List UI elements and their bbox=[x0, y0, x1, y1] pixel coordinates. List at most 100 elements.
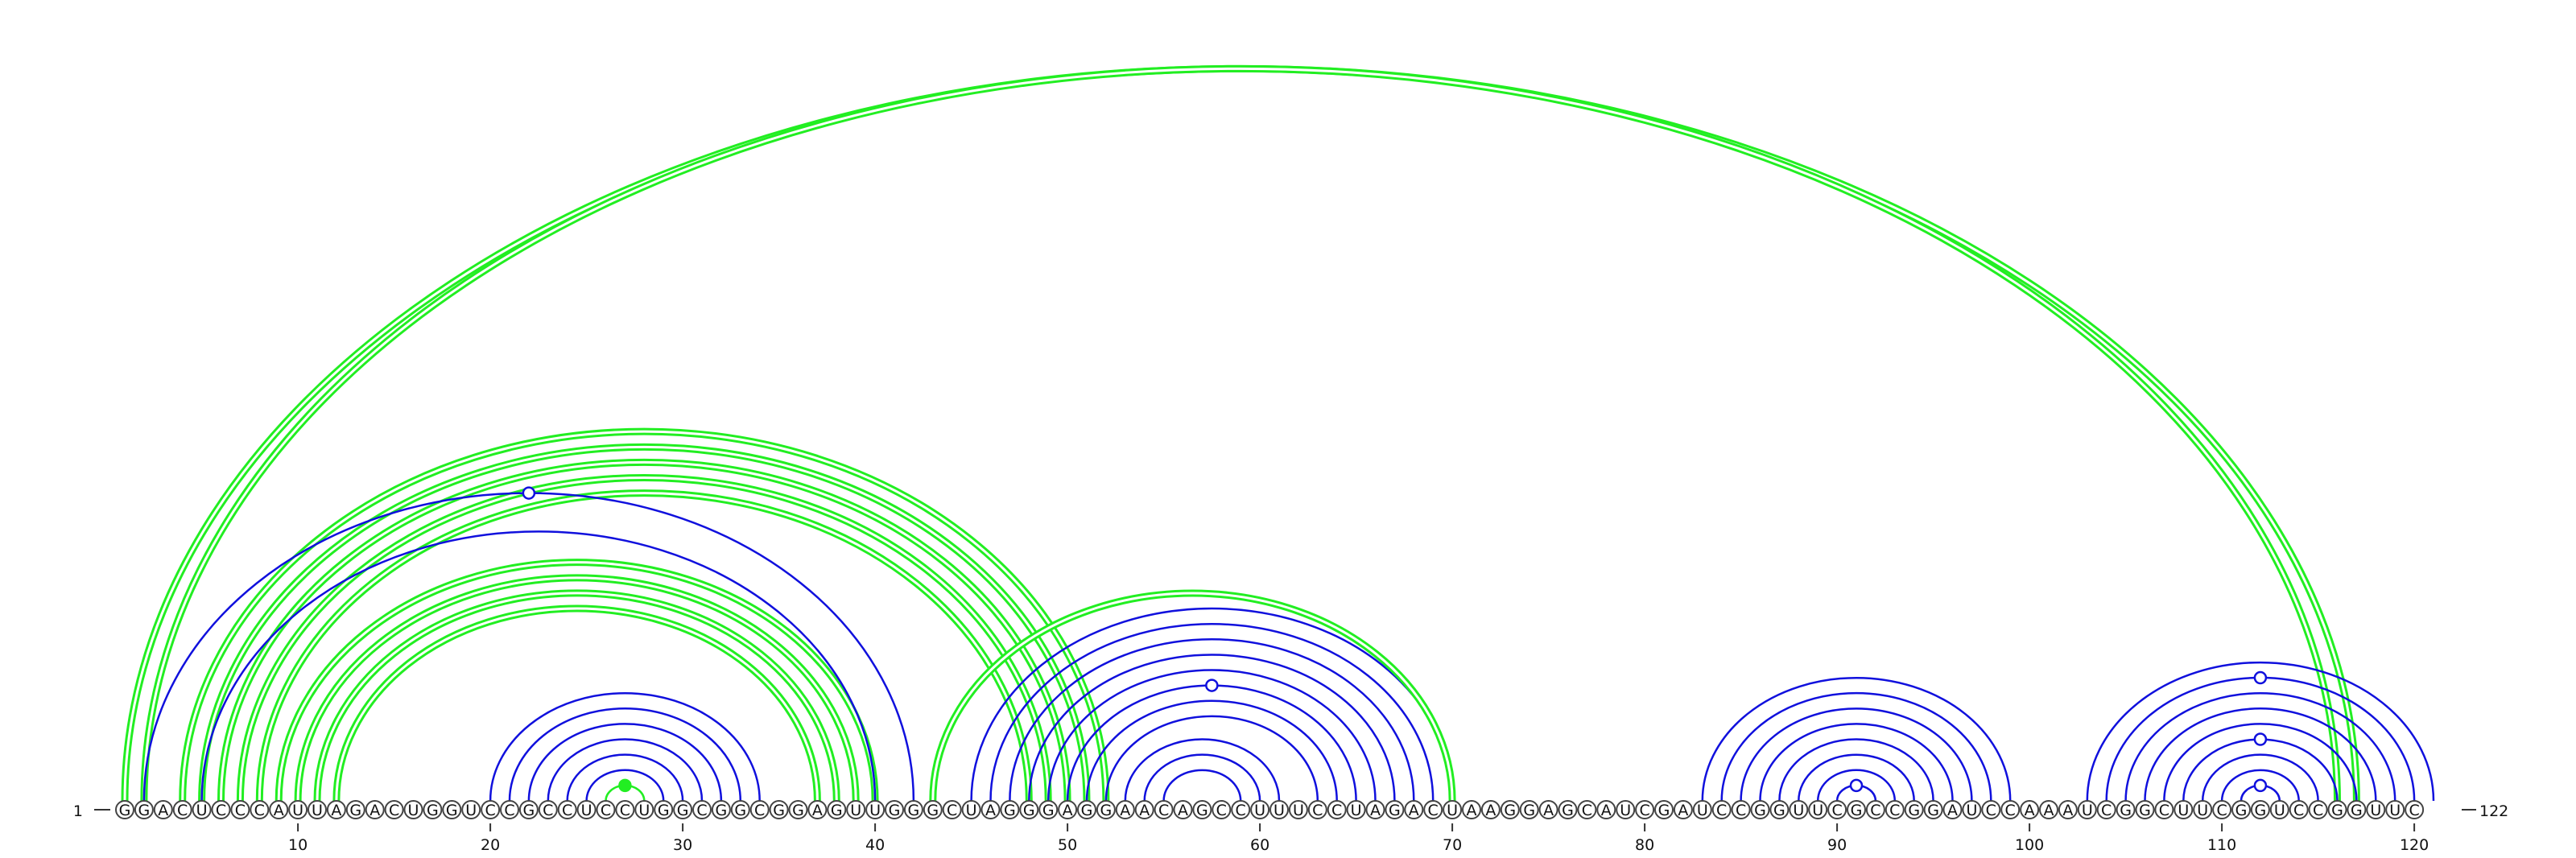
nucleotide: C bbox=[1981, 800, 2001, 819]
nucleotide-letter: U bbox=[1447, 802, 1458, 819]
nucleotide-circle bbox=[692, 800, 712, 819]
nucleotide-circle bbox=[1769, 800, 1790, 819]
nucleotide-letter: C bbox=[562, 802, 572, 819]
nucleotide: G bbox=[711, 800, 731, 819]
tick-label: 40 bbox=[865, 836, 885, 854]
nucleotide-circle bbox=[1134, 800, 1154, 819]
nucleotide-letter: A bbox=[1543, 802, 1554, 819]
nucleotide-letter: C bbox=[1986, 802, 1996, 819]
nucleotide-letter: A bbox=[985, 802, 996, 819]
pair-arc bbox=[1778, 738, 1934, 802]
nucleotide-letter: A bbox=[1601, 802, 1612, 819]
nucleotide: G bbox=[2250, 800, 2270, 819]
nucleotide: A bbox=[365, 800, 385, 819]
nucleotide: U bbox=[2193, 800, 2213, 819]
nucleotide-circle bbox=[615, 800, 635, 819]
nucleotide: U bbox=[576, 800, 597, 819]
nucleotide-circle bbox=[2385, 800, 2405, 819]
nucleotide-letter: U bbox=[1697, 802, 1708, 819]
pair-arc bbox=[142, 492, 915, 802]
nucleotide-letter: G bbox=[1908, 802, 1920, 819]
pair-arc-inner bbox=[123, 67, 2358, 802]
nucleotide: G bbox=[769, 800, 789, 819]
nucleotide-circle bbox=[345, 800, 365, 819]
nucleotide-letter: U bbox=[850, 802, 861, 819]
nucleotide: U bbox=[461, 800, 481, 819]
pair-marker bbox=[1849, 778, 1864, 793]
nucleotide-circle bbox=[1942, 800, 1963, 819]
nucleotide: G bbox=[2231, 800, 2251, 819]
pair-arc-inner bbox=[142, 67, 2339, 802]
nucleotide-letter: C bbox=[1639, 802, 1649, 819]
nucleotide: G bbox=[2116, 800, 2136, 819]
nucleotide-circle bbox=[1250, 800, 1270, 819]
nucleotide-circle bbox=[2405, 800, 2425, 819]
nucleotide-circle bbox=[461, 800, 481, 819]
nucleotide-letter: A bbox=[2062, 802, 2073, 819]
nucleotide-letter: A bbox=[369, 802, 380, 819]
pair-marker bbox=[522, 486, 536, 500]
pair-arc bbox=[2163, 723, 2358, 802]
nucleotide-letter: U bbox=[869, 802, 881, 819]
nucleotide: U bbox=[2077, 800, 2097, 819]
nucleotide-circle bbox=[442, 800, 462, 819]
nucleotide-letter: G bbox=[734, 802, 746, 819]
nucleotide-letter: G bbox=[349, 802, 361, 819]
nucleotide-circle bbox=[1173, 800, 1193, 819]
pair-arc bbox=[121, 64, 2360, 802]
nucleotide-letter: G bbox=[1523, 802, 1535, 819]
nucleotide: G bbox=[1519, 800, 1539, 819]
nucleotide: U bbox=[308, 800, 327, 819]
nucleotide-circle bbox=[2308, 800, 2328, 819]
nucleotide: G bbox=[1192, 800, 1212, 819]
tick-label: 30 bbox=[673, 836, 692, 854]
nucleotide-letter: A bbox=[158, 802, 168, 819]
nucleotide: G bbox=[1077, 800, 1096, 819]
nucleotide: A bbox=[1673, 800, 1693, 819]
nucleotide: C bbox=[1212, 800, 1232, 819]
nucleotide-circle bbox=[2000, 800, 2021, 819]
nucleotide: A bbox=[1173, 800, 1193, 819]
nucleotide-circle bbox=[2077, 800, 2097, 819]
nucleotide-circle bbox=[596, 800, 616, 819]
nucleotide-circle bbox=[2096, 800, 2116, 819]
nucleotide-letter: U bbox=[1274, 802, 1285, 819]
nucleotide-circle bbox=[980, 800, 1001, 819]
pair-arc bbox=[1009, 637, 1415, 802]
pair-marker bbox=[2253, 732, 2268, 746]
nucleotide-letter: A bbox=[1139, 802, 1150, 819]
nucleotide-letter: U bbox=[292, 802, 303, 819]
nucleotide-letter: C bbox=[1582, 802, 1592, 819]
nucleotide-letter: G bbox=[1562, 802, 1574, 819]
nucleotide-letter: C bbox=[1870, 802, 1880, 819]
nucleotide-letter: G bbox=[1023, 802, 1035, 819]
nucleotide-letter: A bbox=[1120, 802, 1130, 819]
nucleotide: C bbox=[2289, 800, 2309, 819]
nucleotide-letter: U bbox=[1254, 802, 1265, 819]
nucleotide-letter: G bbox=[119, 802, 131, 819]
nucleotide: G bbox=[1000, 800, 1020, 819]
nucleotide-circle bbox=[673, 800, 693, 819]
nucleotide: C bbox=[1423, 800, 1443, 819]
nucleotide: G bbox=[903, 800, 923, 819]
pair-arc bbox=[200, 530, 877, 802]
nucleotide: A bbox=[1538, 800, 1558, 819]
nucleotide-circle bbox=[1711, 800, 1732, 819]
nucleotide-circle bbox=[1096, 800, 1116, 819]
nucleotide: C bbox=[2000, 800, 2021, 819]
nucleotide-circle bbox=[2327, 800, 2347, 819]
nucleotide-letter: G bbox=[716, 802, 728, 819]
nucleotide: A bbox=[980, 800, 1001, 819]
nucleotide-letter: A bbox=[2025, 802, 2035, 819]
nucleotide-letter: C bbox=[696, 802, 707, 819]
pair-arc bbox=[1759, 723, 1954, 802]
nucleotide: U bbox=[1616, 800, 1636, 819]
nucleotide-circle bbox=[1404, 800, 1424, 819]
nucleotide: G bbox=[1096, 800, 1116, 819]
nucleotide-circle bbox=[230, 800, 250, 819]
nucleotide-circle bbox=[365, 800, 385, 819]
pair-arc bbox=[2086, 661, 2435, 802]
pair-arc bbox=[1104, 715, 1319, 802]
pair-marker bbox=[2253, 778, 2268, 793]
